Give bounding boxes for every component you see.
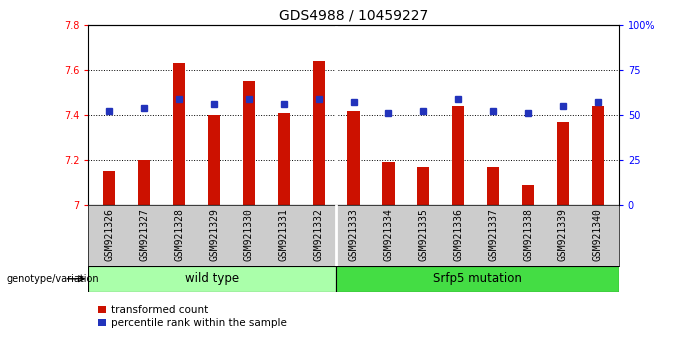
Bar — [522, 185, 534, 205]
Bar — [336, 266, 619, 292]
Bar — [347, 110, 360, 205]
Bar — [208, 115, 220, 205]
Text: GSM921327: GSM921327 — [139, 208, 149, 261]
Bar — [277, 113, 290, 205]
Text: Srfp5 mutation: Srfp5 mutation — [433, 272, 522, 285]
Bar — [138, 160, 150, 205]
Bar — [173, 63, 185, 205]
Text: GSM921337: GSM921337 — [488, 208, 498, 261]
Text: genotype/variation: genotype/variation — [7, 274, 99, 284]
Text: GSM921339: GSM921339 — [558, 208, 568, 261]
Text: GSM921333: GSM921333 — [349, 208, 358, 261]
Bar — [592, 106, 604, 205]
Bar — [103, 171, 116, 205]
Text: GSM921328: GSM921328 — [174, 208, 184, 261]
Text: GSM921331: GSM921331 — [279, 208, 289, 261]
Text: GSM921338: GSM921338 — [523, 208, 533, 261]
Bar — [487, 167, 499, 205]
Bar — [243, 81, 255, 205]
Text: GSM921329: GSM921329 — [209, 208, 219, 261]
Title: GDS4988 / 10459227: GDS4988 / 10459227 — [279, 8, 428, 22]
Bar — [452, 106, 464, 205]
Bar — [418, 167, 430, 205]
Text: GSM921340: GSM921340 — [593, 208, 603, 261]
Bar — [557, 122, 569, 205]
Text: GSM921336: GSM921336 — [454, 208, 463, 261]
Bar — [88, 266, 336, 292]
Text: GSM921334: GSM921334 — [384, 208, 394, 261]
Text: GSM921330: GSM921330 — [244, 208, 254, 261]
Text: wild type: wild type — [185, 272, 239, 285]
Text: GSM921335: GSM921335 — [418, 208, 428, 261]
Text: GSM921326: GSM921326 — [104, 208, 114, 261]
Legend: transformed count, percentile rank within the sample: transformed count, percentile rank withi… — [94, 301, 291, 332]
Bar — [313, 61, 325, 205]
Bar — [382, 162, 394, 205]
Text: GSM921332: GSM921332 — [313, 208, 324, 261]
